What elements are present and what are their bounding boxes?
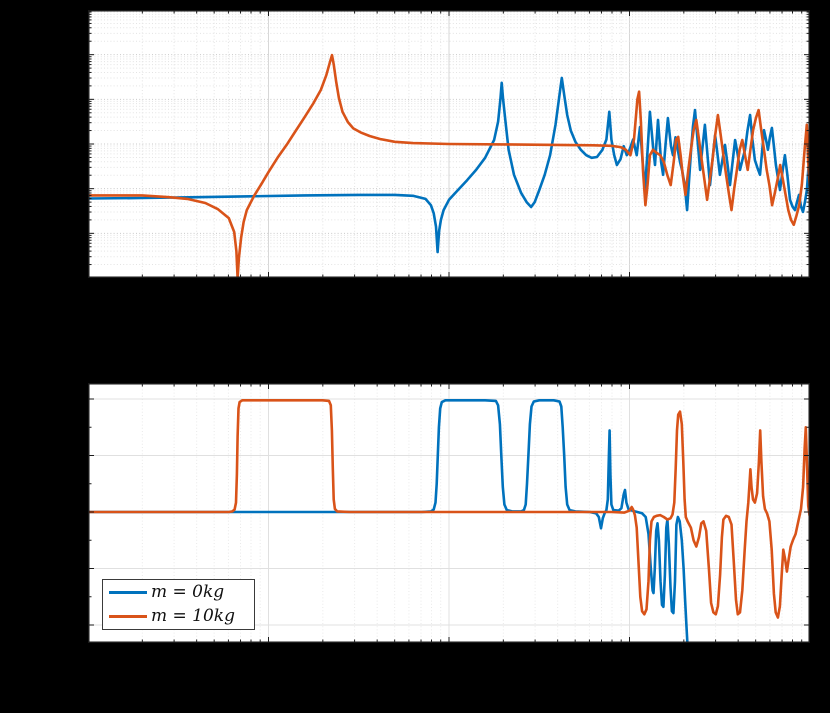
legend-line-sample-orange [109,614,147,618]
magnitude-axes [88,10,810,278]
axes-border [88,383,810,643]
series-m-0kg [88,399,689,643]
series-m-10kg [88,399,810,619]
legend: m = 0kg m = 10kg [102,579,255,630]
legend-line-sample-blue [109,591,147,595]
legend-entry-m0: m = 0kg [103,581,254,605]
axes-border [88,10,810,278]
legend-label-m10: m = 10kg [151,605,235,626]
magnitude-plot [88,10,810,278]
series-m-10kg [88,53,810,278]
series-m-0kg [88,76,810,254]
legend-label-m0: m = 0kg [151,582,225,603]
legend-entry-m10: m = 10kg [103,605,254,629]
phase-axes [88,383,810,643]
